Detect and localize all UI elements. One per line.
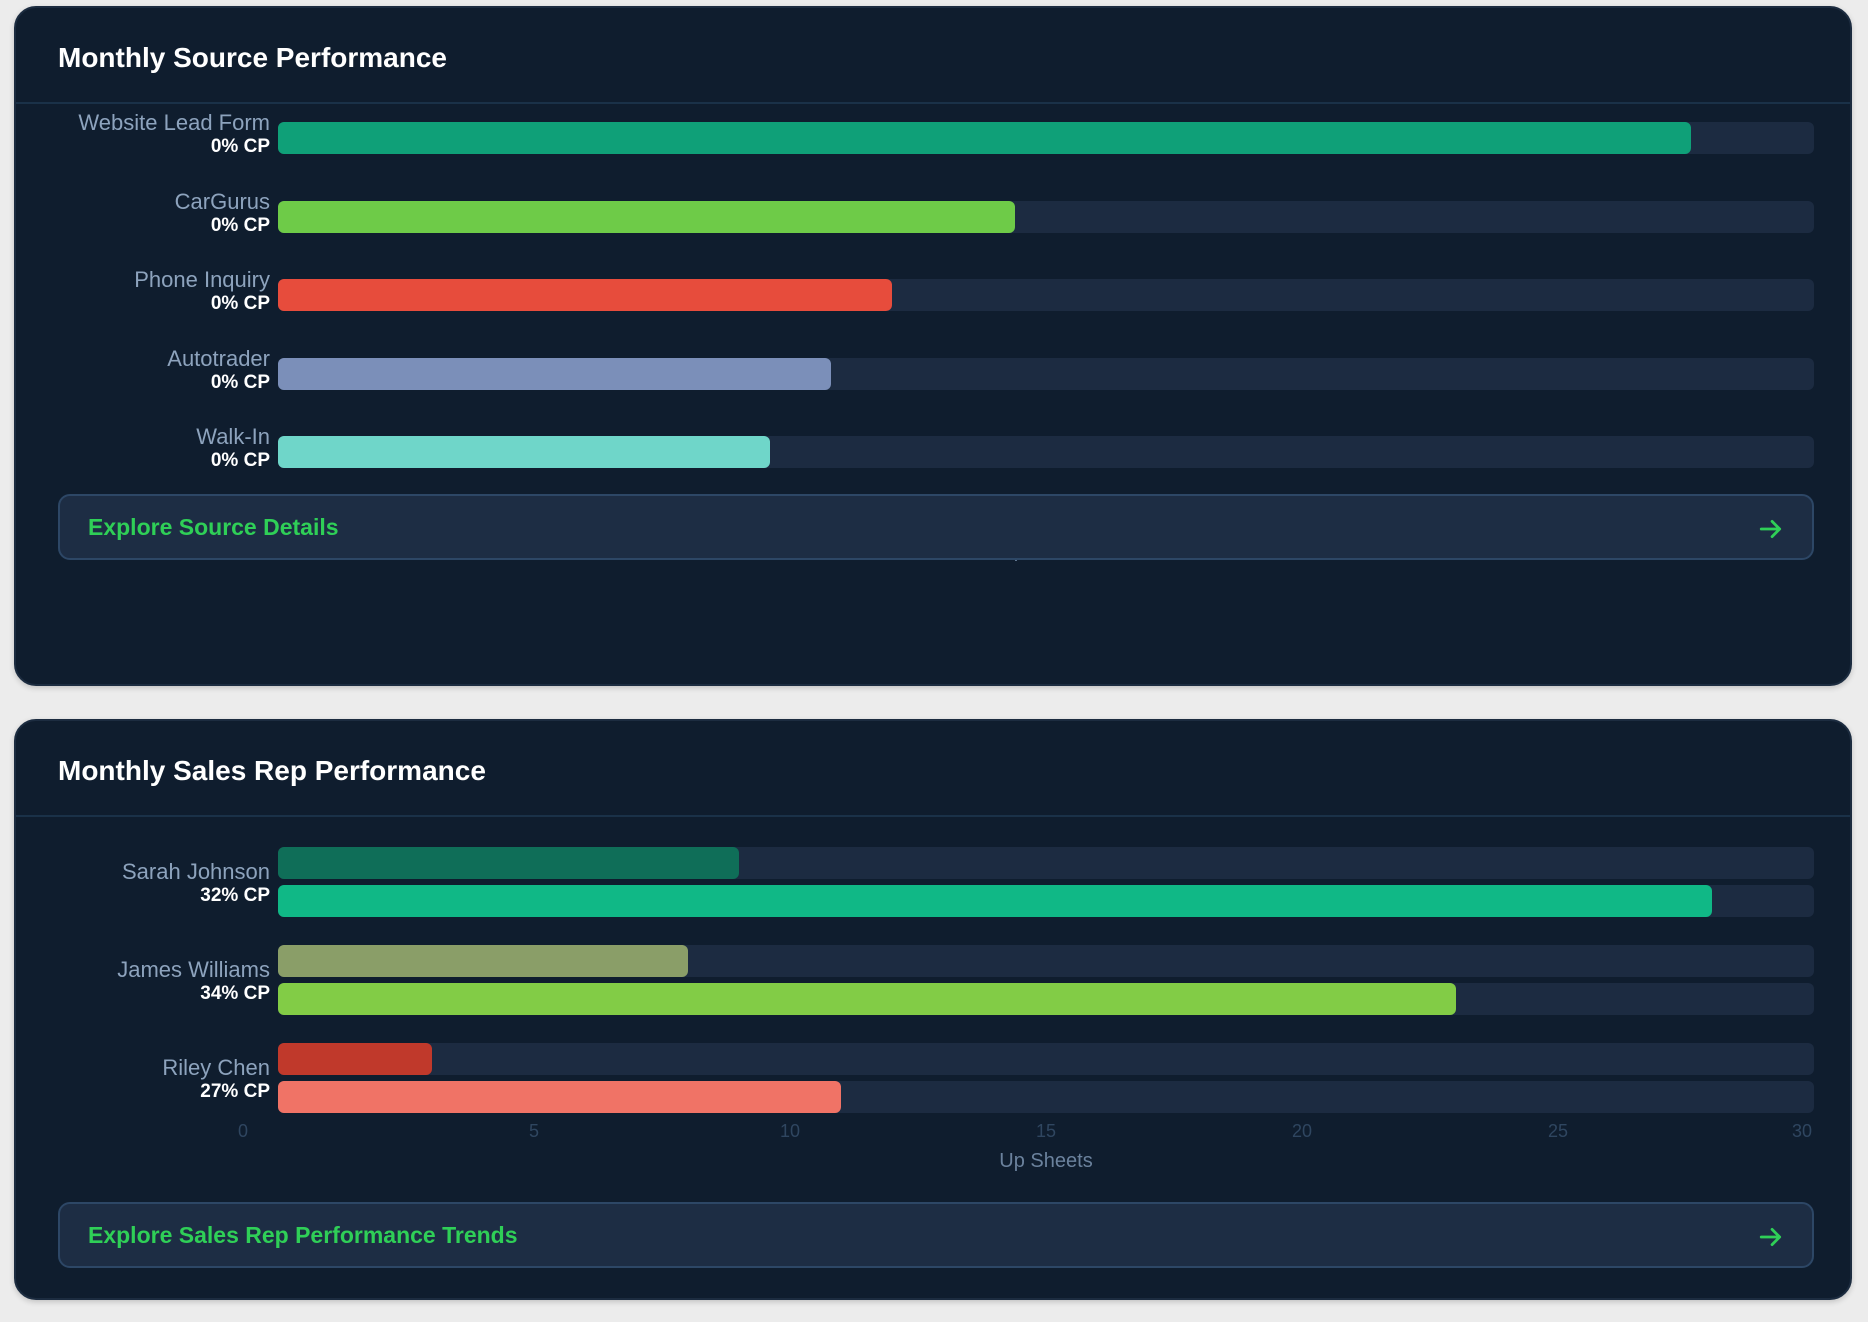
- bar-autotrader: [278, 357, 831, 390]
- explore-source-details-label: Explore Source Details: [88, 514, 339, 540]
- arrow-right-icon: [1759, 520, 1782, 538]
- rep-x-tick-5: 5: [528, 1121, 540, 1141]
- rep-cp-james-williams: 34% CP: [200, 983, 270, 1004]
- source-card-title: Monthly Source Performance: [58, 42, 447, 73]
- rep-x-axis-label: Up Sheets: [999, 1150, 1093, 1172]
- bar-website-lead-form: [278, 122, 1692, 154]
- row-label-phone-inquiry: Phone Inquiry: [134, 267, 270, 293]
- row-cp-walk-in: 0% CP: [210, 450, 270, 472]
- bar-cargurus: [278, 200, 1016, 233]
- rep-bar-james-williams-1: [278, 945, 688, 977]
- explore-sales-rep-trends-label: Explore Sales Rep Performance Trends: [88, 1222, 518, 1248]
- rep-label-riley-chen: Riley Chen: [162, 1055, 270, 1080]
- reps-card-divider: [16, 815, 1850, 817]
- rep-x-tick-15: 15: [1035, 1121, 1057, 1141]
- rep-bar-sarah-johnson-2: [278, 885, 1712, 917]
- rep-cp-sarah-johnson: 32% CP: [200, 885, 270, 906]
- source-card-divider: [16, 102, 1850, 104]
- rep-bar-riley-chen-2: [278, 1081, 842, 1113]
- row-cp-cargurus: 0% CP: [210, 214, 270, 236]
- bar-phone-inquiry: [278, 279, 893, 312]
- rep-label-james-williams: James Williams: [117, 957, 270, 982]
- rep-bar-james-williams-2: [278, 983, 1456, 1015]
- rep-x-tick-0: 0: [237, 1121, 249, 1141]
- reps-card-title: Monthly Sales Rep Performance: [58, 755, 486, 786]
- source-performance-card: Monthly Source Performance Website Lead …: [14, 6, 1852, 686]
- row-label-cargurus: CarGurus: [174, 188, 270, 214]
- row-cp-website-lead-form: 0% CP: [210, 136, 270, 157]
- rep-track-riley-chen-1: [278, 1043, 1814, 1075]
- rep-x-tick-10: 10: [779, 1121, 801, 1141]
- rep-x-tick-20: 20: [1291, 1121, 1313, 1141]
- bar-walk-in: [278, 436, 770, 469]
- rep-x-tick-30: 30: [1791, 1121, 1813, 1141]
- arrow-right-icon: [1759, 1228, 1782, 1246]
- row-label-autotrader: Autotrader: [167, 345, 270, 371]
- rep-label-sarah-johnson: Sarah Johnson: [122, 859, 270, 884]
- rep-x-tick-25: 25: [1547, 1121, 1569, 1141]
- rep-bar-sarah-johnson-1: [278, 847, 739, 879]
- explore-source-details-button[interactable]: Explore Source Details: [58, 494, 1814, 560]
- row-cp-phone-inquiry: 0% CP: [210, 293, 270, 315]
- explore-sales-rep-trends-button[interactable]: Explore Sales Rep Performance Trends: [58, 1202, 1814, 1268]
- sales-rep-performance-card: Monthly Sales Rep Performance Sarah John…: [14, 719, 1852, 1300]
- rep-cp-riley-chen: 27% CP: [200, 1081, 270, 1102]
- row-label-website-lead-form: Website Lead Form: [78, 110, 270, 135]
- row-cp-autotrader: 0% CP: [210, 371, 270, 393]
- rep-bar-riley-chen-1: [278, 1043, 432, 1075]
- row-label-walk-in: Walk-In: [196, 424, 270, 450]
